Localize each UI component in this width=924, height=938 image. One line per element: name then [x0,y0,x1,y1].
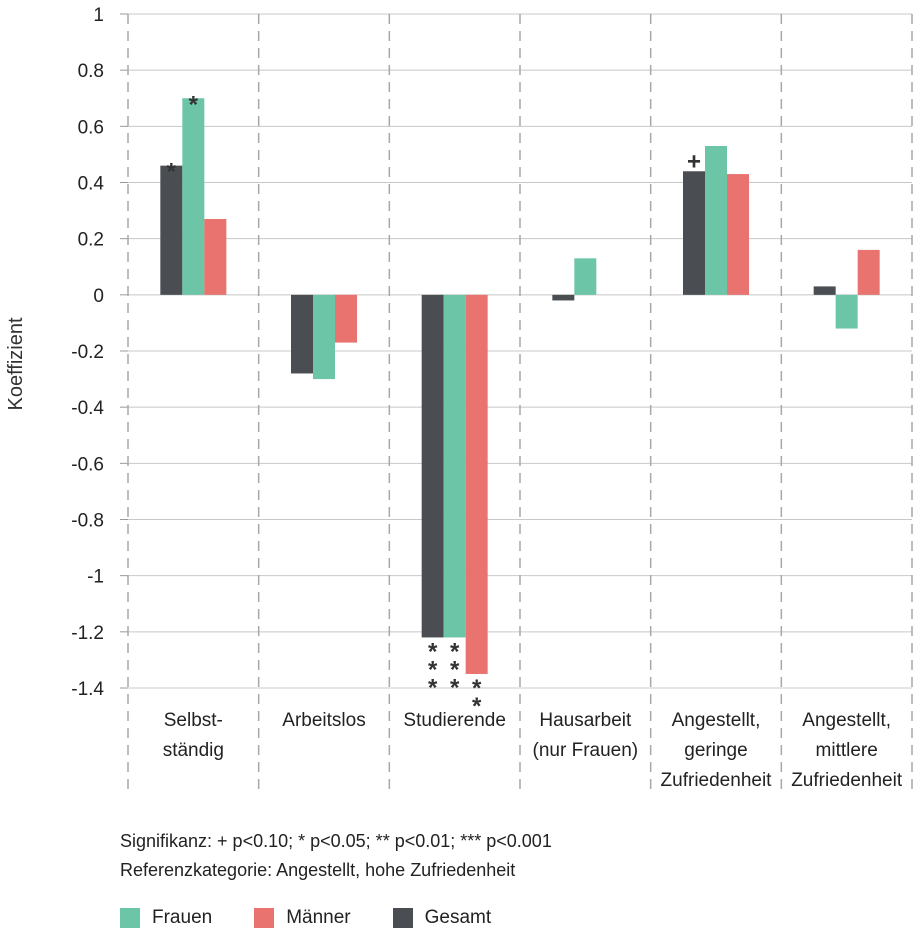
bar-gesamt [421,294,444,638]
significance-mark: * [189,91,199,118]
legend-label: Gesamt [424,907,492,928]
bar-frauen [835,294,858,329]
x-category-label: geringe [684,740,747,761]
legend: Frauen Männer Gesamt [120,904,533,932]
y-tick-label: -1 [87,567,104,588]
y-tick-labels: 1 0.8 0.6 0.4 0.2 0 -0.2 -0.4 -0.6 -0.8 -1 -1.2 -1.4 [71,5,104,700]
legend-swatch [120,908,140,928]
bar-männer [204,219,227,295]
significance-mark: * [472,693,482,720]
bar-gesamt [683,171,705,295]
legend-label: Frauen [152,907,213,928]
y-tick-label: -1.4 [71,679,104,700]
y-tick-label: 0.2 [78,230,104,251]
significance-mark: * [167,159,177,186]
bar-gesamt [291,294,313,374]
bar-frauen [313,294,335,380]
x-category-label: Studierende [403,710,505,731]
legend-swatch [392,908,413,928]
significance-mark: * [450,656,460,683]
significance-note: Signifikanz: + p<0.10; * p<0.05; ** p<0.… [120,831,552,851]
x-category-label: ständig [163,740,224,761]
x-category-labels: Selbst-ständig Arbeitslos Studierende Hausa… [163,710,903,791]
significance-mark: * [472,675,482,702]
y-tick-label: 1 [93,5,104,26]
legend-item-männer: Männer [254,907,351,929]
category-separators [127,14,913,792]
significance-marks: ******** **+ [167,91,701,720]
y-tick-label: 0.4 [78,174,105,195]
bar-männer [465,294,488,674]
bar-frauen [574,258,597,295]
bars [160,98,880,674]
x-category-label: mittlere [816,740,878,761]
bar-männer [727,174,749,295]
bar-männer [335,294,357,343]
bar-gesamt [552,294,575,301]
y-tick-label: -0.4 [71,398,104,419]
y-tick-label: 0 [93,286,104,307]
y-tick-label: -0.8 [71,511,104,532]
bar-gesamt [160,165,183,295]
bar-frauen [443,294,466,638]
significance-mark: * [428,674,438,701]
legend-swatch [254,908,275,928]
significance-mark: * [450,674,460,701]
legend-item-gesamt: Gesamt [392,907,492,929]
gridlines [120,13,912,689]
y-tick-label: -0.2 [71,342,104,363]
y-tick-label: -1.2 [71,623,104,644]
x-category-label: (nur Frauen) [533,740,639,761]
bar-chart: ******** **+ 10.80.60.40.20-0.2-0.4-0.6-0… [5,5,913,792]
x-category-label: Hausarbeit [539,710,632,731]
bar-männer [857,249,880,295]
legend-item-frauen: Frauen [120,907,212,929]
y-axis-label: Koeffizient [5,317,27,410]
bar-gesamt [813,286,836,295]
significance-mark: * [428,638,438,665]
x-category-label: Zufriedenheit [661,770,773,791]
bar-frauen [182,98,205,295]
x-category-label: Selbst- [164,710,223,731]
x-category-label: Zufriedenheit [791,770,903,791]
x-category-label: Arbeitslos [282,710,365,731]
significance-mark: * [428,656,438,683]
reference-note: Referenzkategorie: Angestellt, hohe Zufr… [120,860,516,880]
significance-mark: + [687,148,701,175]
x-category-label: Angestellt, [802,710,891,731]
x-category-label: Angestellt, [672,710,761,731]
bar-frauen [705,145,727,295]
y-tick-label: 0.8 [78,61,104,82]
y-tick-label: 0.6 [78,117,104,138]
y-tick-label: -0.6 [71,454,104,475]
significance-mark: * [450,638,460,665]
legend-label: Männer [286,907,351,928]
